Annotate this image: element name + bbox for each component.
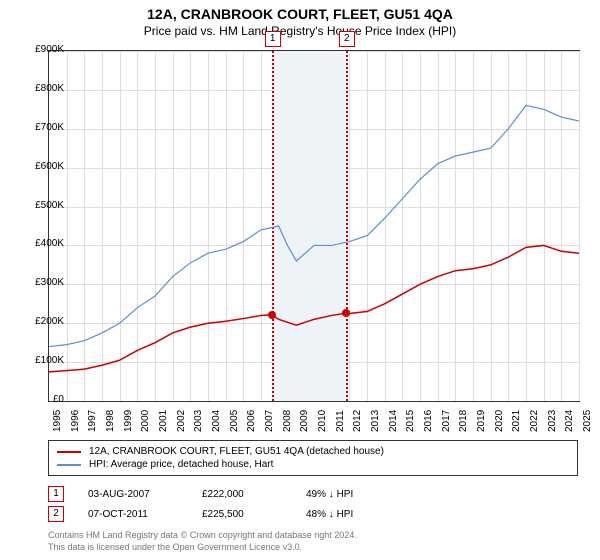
y-axis-label: £500K [14,200,64,211]
x-axis-label: 2021 [511,410,522,432]
x-axis-label: 2020 [494,410,505,432]
sale-date: 03-AUG-2007 [88,489,178,500]
y-axis-label: £300K [14,277,64,288]
x-axis-label: 2009 [299,410,310,432]
chart-container: 12A, CRANBROOK COURT, FLEET, GU51 4QA Pr… [0,0,600,560]
x-axis-label: 1995 [52,410,63,432]
x-axis-label: 2007 [264,410,275,432]
sale-date: 07-OCT-2011 [88,509,178,520]
swatch-property [57,451,81,453]
legend-label-property: 12A, CRANBROOK COURT, FLEET, GU51 4QA (d… [89,446,384,457]
x-axis-label: 2002 [176,410,187,432]
plot-area: 12 [48,50,580,402]
x-axis-label: 2006 [246,410,257,432]
x-axis-label: 1998 [105,410,116,432]
x-axis-label: 2018 [458,410,469,432]
page-subtitle: Price paid vs. HM Land Registry's House … [0,22,600,44]
sale-marker-1: 1 [48,486,64,502]
x-axis-label: 2023 [547,410,558,432]
y-axis-label: £800K [14,83,64,94]
sale-delta: 48% ↓ HPI [306,509,353,520]
chart-marker: 1 [265,31,281,47]
legend-row-hpi: HPI: Average price, detached house, Hart [57,458,569,471]
x-axis-label: 1997 [87,410,98,432]
y-axis-label: £100K [14,355,64,366]
y-axis-label: £400K [14,238,64,249]
x-axis-label: 2000 [140,410,151,432]
x-axis-label: 2004 [211,410,222,432]
chart-marker: 2 [339,31,355,47]
y-axis-label: £0 [14,394,64,405]
x-axis-label: 2014 [388,410,399,432]
x-axis-label: 2015 [405,410,416,432]
x-axis-label: 2012 [352,410,363,432]
footer-line: This data is licensed under the Open Gov… [48,542,578,554]
legend-label-hpi: HPI: Average price, detached house, Hart [89,459,273,470]
x-axis-label: 2005 [229,410,240,432]
footer-text: Contains HM Land Registry data © Crown c… [48,530,578,553]
sales-row: 1 03-AUG-2007 £222,000 49% ↓ HPI [48,484,578,504]
x-axis-label: 2003 [193,410,204,432]
y-axis-label: £900K [14,44,64,55]
x-axis-label: 2022 [529,410,540,432]
swatch-hpi [57,464,81,466]
sale-marker-2: 2 [48,506,64,522]
sale-price: £225,500 [202,509,282,520]
sales-table: 1 03-AUG-2007 £222,000 49% ↓ HPI 2 07-OC… [48,484,578,524]
x-axis-label: 1999 [123,410,134,432]
sales-row: 2 07-OCT-2011 £225,500 48% ↓ HPI [48,504,578,524]
x-axis-label: 2024 [564,410,575,432]
x-axis-label: 1996 [70,410,81,432]
y-axis-label: £200K [14,316,64,327]
x-axis-label: 2013 [370,410,381,432]
sale-price: £222,000 [202,489,282,500]
legend-row-property: 12A, CRANBROOK COURT, FLEET, GU51 4QA (d… [57,445,569,458]
sale-delta: 49% ↓ HPI [306,489,353,500]
x-axis-label: 2025 [582,410,593,432]
legend-box: 12A, CRANBROOK COURT, FLEET, GU51 4QA (d… [48,440,578,476]
x-axis-label: 2001 [158,410,169,432]
x-axis-label: 2017 [441,410,452,432]
x-axis-label: 2010 [317,410,328,432]
legend-section: 12A, CRANBROOK COURT, FLEET, GU51 4QA (d… [48,440,578,553]
footer-line: Contains HM Land Registry data © Crown c… [48,530,578,542]
x-axis-label: 2019 [476,410,487,432]
x-axis-label: 2008 [282,410,293,432]
page-title: 12A, CRANBROOK COURT, FLEET, GU51 4QA [0,0,600,22]
x-axis-label: 2011 [335,410,346,432]
y-axis-label: £600K [14,161,64,172]
y-axis-label: £700K [14,122,64,133]
x-axis-label: 2016 [423,410,434,432]
